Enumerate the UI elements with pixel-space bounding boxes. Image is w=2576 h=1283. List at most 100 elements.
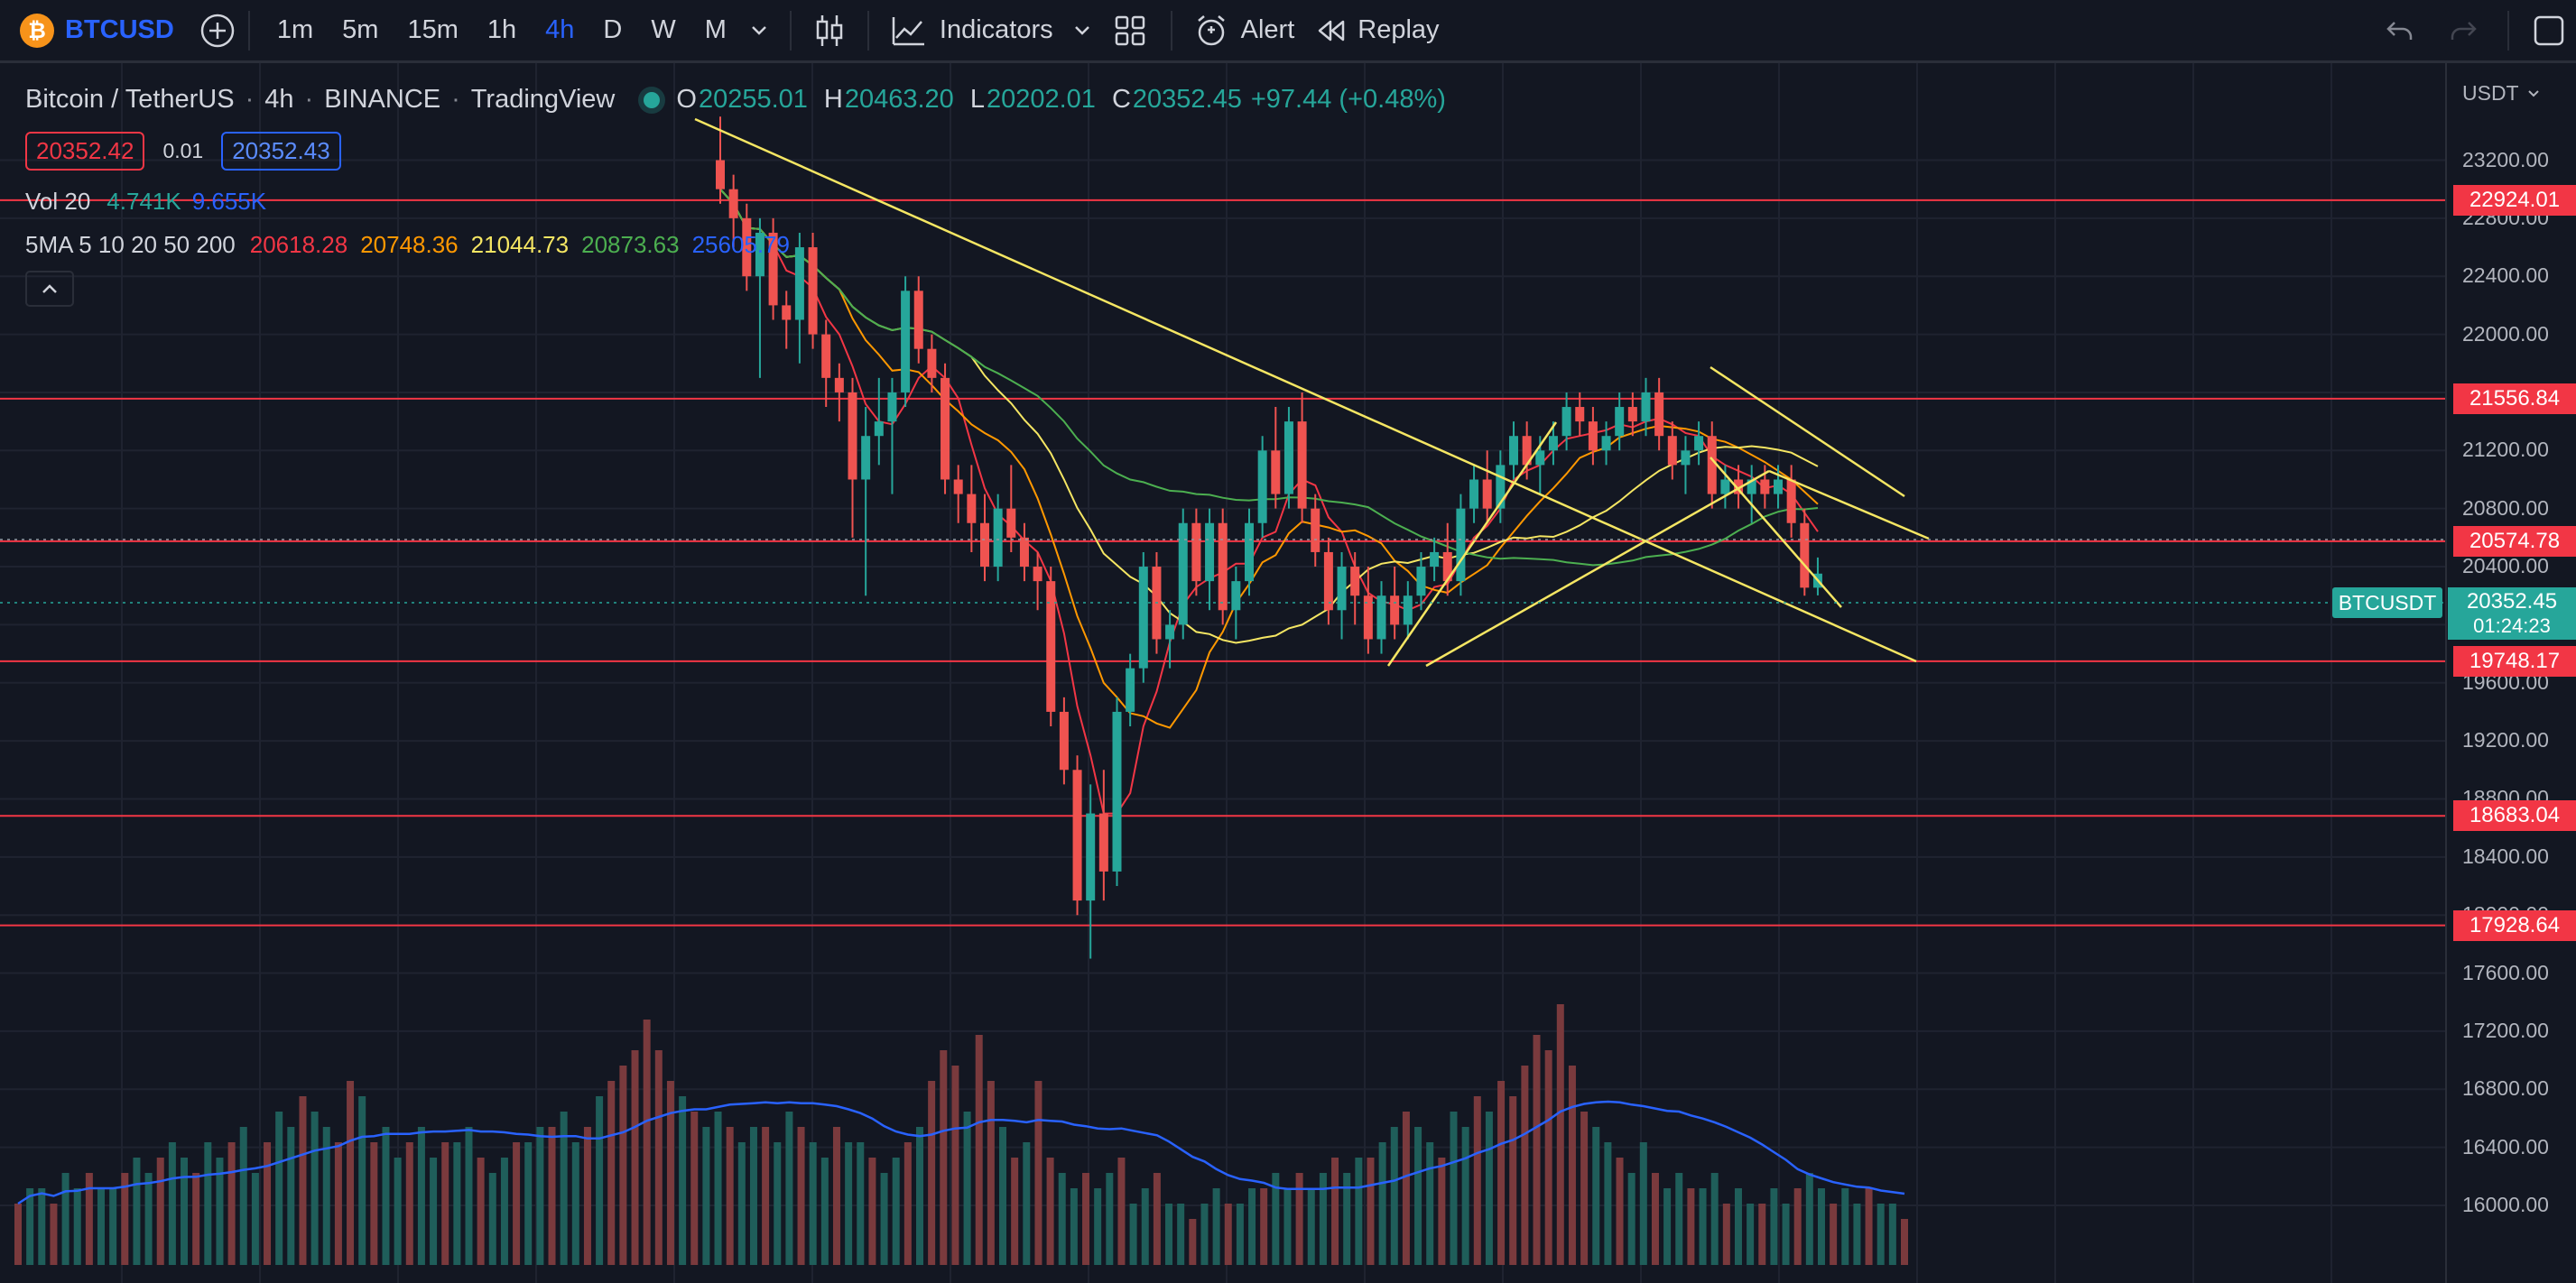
candle-body bbox=[1033, 567, 1042, 582]
timeframe-4h[interactable]: 4h bbox=[545, 15, 575, 44]
candle-body bbox=[1575, 407, 1585, 422]
volume-bar bbox=[880, 1173, 888, 1265]
open-key: O bbox=[676, 85, 697, 114]
volume-bar bbox=[1319, 1173, 1327, 1265]
legend-main: Bitcoin / TetherUS · 4h · BINANCE · Trad… bbox=[25, 85, 1446, 114]
trend-line bbox=[1768, 469, 1930, 540]
candle-body bbox=[1283, 421, 1293, 494]
timeframe-5m[interactable]: 5m bbox=[342, 15, 379, 44]
candle-body bbox=[1469, 479, 1479, 509]
volume-bar bbox=[417, 1127, 425, 1265]
volume-bar bbox=[1473, 1096, 1481, 1265]
volume-bar bbox=[192, 1173, 200, 1265]
candle-body bbox=[967, 494, 977, 523]
legend-exchange: BINANCE bbox=[324, 85, 441, 114]
timeframe-dropdown[interactable] bbox=[741, 0, 777, 62]
volume-bar bbox=[1058, 1173, 1066, 1265]
sell-price[interactable]: 20352.42 bbox=[25, 132, 145, 171]
ma10-line bbox=[719, 189, 1819, 729]
indicators-button[interactable]: Indicators bbox=[882, 0, 1062, 62]
volume-bar bbox=[61, 1173, 69, 1265]
toolbar-divider bbox=[1170, 10, 1172, 51]
fullscreen-button[interactable] bbox=[2522, 0, 2576, 62]
indicators-dropdown[interactable] bbox=[1062, 0, 1102, 62]
volume-bar bbox=[963, 1112, 971, 1265]
alert-button[interactable]: Alert bbox=[1185, 0, 1304, 62]
volume-bar bbox=[334, 1142, 342, 1265]
volume-bar bbox=[1212, 1188, 1220, 1265]
volume-bar bbox=[809, 1142, 817, 1265]
candles bbox=[716, 116, 1822, 959]
price-tick: 22400.00 bbox=[2462, 263, 2549, 288]
redo-button[interactable] bbox=[2432, 0, 2495, 62]
candle-body bbox=[1694, 436, 1704, 451]
candle-body bbox=[1006, 508, 1016, 538]
price-tick: 16400.00 bbox=[2462, 1134, 2549, 1158]
volume-bar bbox=[596, 1096, 604, 1265]
redo-icon bbox=[2451, 21, 2477, 40]
trend-line bbox=[694, 117, 1917, 663]
volume-bar bbox=[394, 1158, 402, 1265]
legend-interval: 4h bbox=[264, 85, 294, 114]
candle-body bbox=[1482, 479, 1492, 509]
volume-bar bbox=[1687, 1188, 1695, 1265]
volume-bar bbox=[1747, 1204, 1755, 1265]
top-toolbar: ₿ BTCUSD 1m 5m 15m 1h 4h D W M Indicators Alert… bbox=[0, 0, 2576, 63]
candle-body bbox=[1588, 421, 1598, 451]
replay-button[interactable]: Replay bbox=[1303, 0, 1451, 62]
volume-bar bbox=[666, 1081, 674, 1265]
currency-selector[interactable]: USDT bbox=[2462, 81, 2539, 106]
volume-bar bbox=[1793, 1188, 1802, 1265]
ma10-value: 20748.36 bbox=[360, 231, 459, 258]
volume-bar bbox=[133, 1158, 141, 1265]
timeframe-1m[interactable]: 1m bbox=[276, 15, 314, 44]
layouts-button[interactable] bbox=[1102, 0, 1158, 62]
toolbar-divider bbox=[2507, 10, 2509, 51]
volume-bar bbox=[1343, 1173, 1351, 1265]
candle-body bbox=[1667, 436, 1677, 466]
timeframe-M[interactable]: M bbox=[704, 15, 727, 44]
volume-bar bbox=[619, 1066, 627, 1265]
volume-bar bbox=[1533, 1035, 1541, 1265]
volume-bar bbox=[1272, 1173, 1280, 1265]
volume-bar bbox=[762, 1127, 770, 1265]
price-tick: 21200.00 bbox=[2462, 438, 2549, 462]
symbol-label: BTCUSD bbox=[65, 15, 174, 44]
volume-bar bbox=[227, 1142, 236, 1265]
volume-bar bbox=[737, 1142, 746, 1265]
volume-bar bbox=[857, 1142, 865, 1265]
volume-bar bbox=[287, 1127, 295, 1265]
volume-bar bbox=[1426, 1142, 1434, 1265]
price-tick: 16000.00 bbox=[2462, 1193, 2549, 1216]
price-tick: 23200.00 bbox=[2462, 147, 2549, 171]
volume-bar bbox=[1485, 1112, 1493, 1265]
volume-bar bbox=[513, 1142, 521, 1265]
timeframe-D[interactable]: D bbox=[603, 15, 623, 44]
symbol-search[interactable]: ₿ BTCUSD bbox=[0, 0, 174, 62]
timeframe-1h[interactable]: 1h bbox=[486, 15, 517, 44]
timeframe-W[interactable]: W bbox=[651, 15, 676, 44]
volume-bar bbox=[1722, 1204, 1730, 1265]
volume-bar bbox=[868, 1158, 876, 1265]
volume-bar bbox=[571, 1142, 579, 1265]
volume-bar bbox=[1129, 1204, 1137, 1265]
timeframe-15m[interactable]: 15m bbox=[407, 15, 459, 44]
chart-type-button[interactable] bbox=[804, 0, 855, 62]
volume-bar bbox=[1011, 1158, 1019, 1265]
compare-button[interactable] bbox=[199, 0, 236, 62]
undo-button[interactable] bbox=[2368, 0, 2432, 62]
volume-bar bbox=[275, 1112, 283, 1265]
volume-bar bbox=[1521, 1066, 1529, 1265]
volume-bar bbox=[892, 1158, 900, 1265]
volume-bar bbox=[109, 1188, 117, 1265]
chevron-down-icon bbox=[752, 25, 766, 35]
volume-bar bbox=[928, 1081, 936, 1265]
candle-body bbox=[1350, 567, 1360, 596]
candle-body bbox=[927, 348, 937, 378]
collapse-legend-button[interactable] bbox=[25, 271, 74, 307]
candle-body bbox=[874, 421, 884, 437]
buy-price[interactable]: 20352.43 bbox=[221, 132, 341, 171]
volume-bar bbox=[465, 1127, 473, 1265]
volume-bar bbox=[1106, 1173, 1114, 1265]
volume-bar bbox=[1331, 1158, 1339, 1265]
